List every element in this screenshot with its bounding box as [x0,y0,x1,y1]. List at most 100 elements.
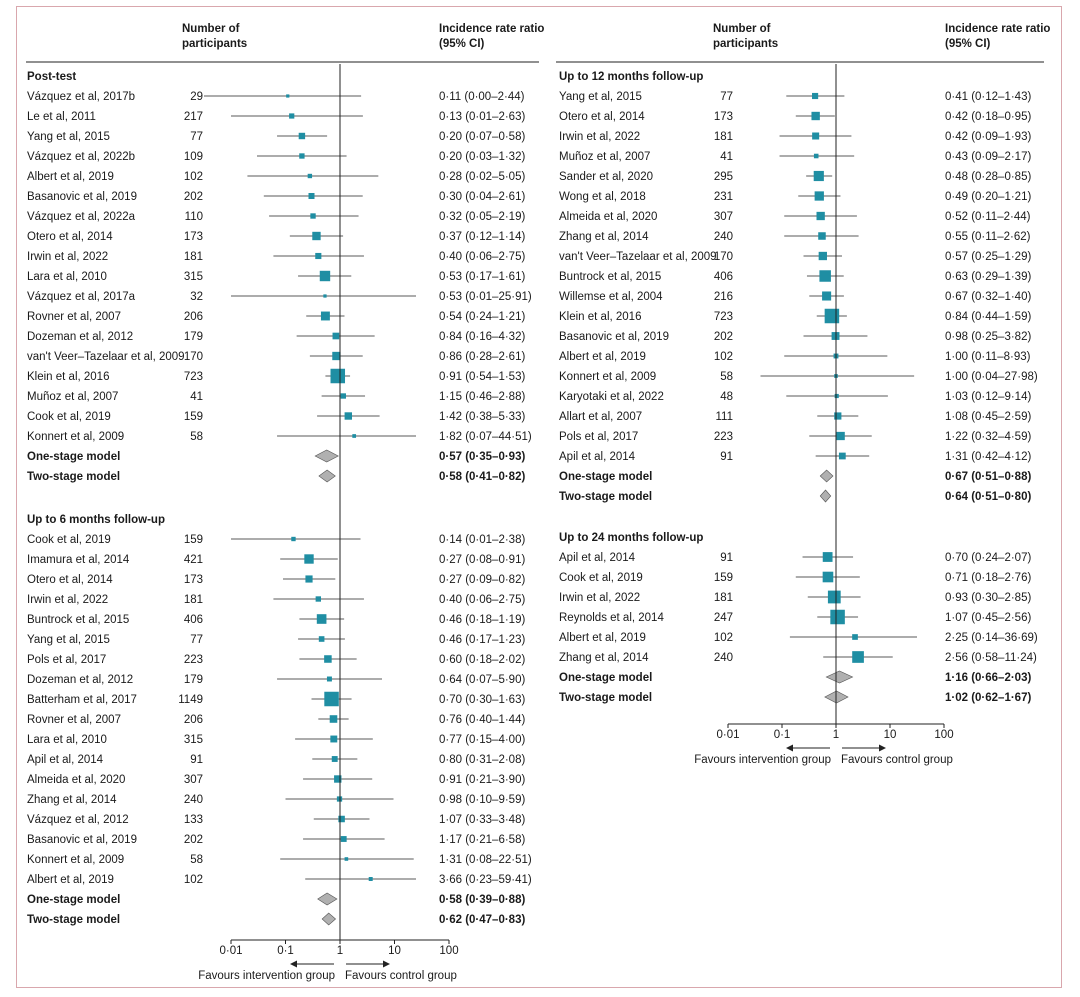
section-title: Up to 6 months follow-up [27,514,165,526]
study-irr-label: 0·27 (0·08–0·91) [439,554,525,566]
study-point-box [813,170,824,182]
study-participants: 723 [714,311,733,323]
study-name: Vázquez et al, 2022a [27,211,136,223]
favours-control-label: Favours control group [841,754,953,766]
study-participants: 179 [184,674,203,686]
pooled-irr-label: 0·58 (0·39–0·88) [439,894,525,906]
study-participants: 111 [716,411,733,423]
pooled-irr-label: 1·16 (0·66–2·03) [945,672,1031,684]
study-participants: 58 [190,854,203,866]
study-point-box [323,294,327,298]
study-irr-label: 0·98 (0·10–9·59) [439,794,525,806]
study-irr-label: 0·71 (0·18–2·76) [945,572,1031,584]
study-name: Apil et al, 2014 [559,451,636,463]
header-participants-line2: participants [713,38,778,50]
favours-intervention-label: Favours intervention group [694,754,831,766]
study-participants: 91 [190,754,203,766]
x-tick-label: 10 [388,945,401,957]
favours-right-arrowhead [879,744,886,752]
study-name: Albert et al, 2019 [27,171,114,183]
study-irr-label: 0·77 (0·15–4·00) [439,734,525,746]
study-name: Otero et al, 2014 [27,574,113,586]
study-irr-label: 0·46 (0·18–1·19) [439,614,525,626]
study-point-box [838,452,846,460]
study-irr-label: 0·42 (0·09–1·93) [945,131,1031,143]
study-point-box [319,270,331,282]
study-name: Pols et al, 2017 [559,431,638,443]
study-name: Klein et al, 2016 [27,371,109,383]
study-participants: 723 [184,371,203,383]
study-name: Lara et al, 2010 [27,734,107,746]
study-irr-label: 1·15 (0·46–2·88) [439,391,525,403]
study-point-box [827,590,841,604]
study-name: Vázquez et al, 2012 [27,814,129,826]
study-point-box [308,193,315,199]
study-participants: 173 [714,111,733,123]
study-irr-label: 0·70 (0·24–2·07) [945,552,1031,564]
study-name: Irwin et al, 2022 [27,594,108,606]
study-point-box [305,575,313,583]
section-title: Up to 12 months follow-up [559,71,703,83]
study-irr-label: 0·28 (0·02–5·05) [439,171,525,183]
study-name: Imamura et al, 2014 [27,554,130,566]
study-irr-label: 1·22 (0·32–4·59) [945,431,1031,443]
study-irr-label: 0·42 (0·18–0·95) [945,111,1031,123]
study-irr-label: 0·98 (0·25–3·82) [945,331,1031,343]
study-name: Zhang et al, 2014 [559,231,649,243]
study-name: Sander et al, 2020 [559,171,653,183]
study-name: Muñoz et al, 2007 [559,151,650,163]
study-participants: 173 [184,574,203,586]
study-participants: 307 [714,211,733,223]
study-point-box [822,571,834,583]
study-participants: 179 [184,331,203,343]
study-irr-label: 1·08 (0·45–2·59) [945,411,1031,423]
study-irr-label: 0·55 (0·11–2·62) [945,231,1031,243]
study-point-box [312,231,321,241]
study-name: Otero et al, 2014 [27,231,113,243]
study-name: Albert et al, 2019 [559,351,646,363]
study-point-box [340,836,347,842]
study-point-box [824,308,840,324]
study-participants: 102 [714,351,733,363]
study-participants: 91 [720,451,733,463]
pooled-diamond [819,489,832,503]
pooled-irr-label: 0·67 (0·51–0·88) [945,471,1031,483]
study-point-box [289,113,295,119]
study-irr-label: 0·84 (0·16–4·32) [439,331,525,343]
study-name: Basanovic et al, 2019 [559,331,669,343]
x-tick-label: 0·1 [277,945,294,957]
study-irr-label: 0·64 (0·07–5·90) [439,674,525,686]
study-participants: 159 [184,411,203,423]
study-irr-label: 1·07 (0·45–2·56) [945,612,1031,624]
study-point-box [329,715,338,723]
study-name: van't Veer–Tazelaar et al, 2009 [27,351,185,363]
pooled-irr-label: 1·02 (0·62–1·67) [945,692,1031,704]
study-participants: 202 [184,834,203,846]
study-name: Yang et al, 2015 [27,634,110,646]
study-name: Konnert et al, 2009 [27,854,124,866]
study-name: Yang et al, 2015 [559,91,642,103]
study-irr-label: 1·07 (0·33–3·48) [439,814,525,826]
study-point-box [332,351,341,361]
study-participants: 170 [184,351,203,363]
study-point-box [812,132,820,140]
study-name: Rovner et al, 2007 [27,311,121,323]
pooled-name: Two-stage model [559,692,652,704]
study-point-box [291,536,296,542]
study-irr-label: 0·37 (0·12–1·14) [439,231,525,243]
study-name: van't Veer–Tazelaar et al, 2009 [559,251,717,263]
study-point-box [304,554,314,564]
study-participants: 29 [190,91,203,103]
study-participants: 1149 [178,694,203,706]
study-participants: 295 [714,171,733,183]
study-point-box [834,393,839,399]
pooled-irr-label: 0·64 (0·51–0·80) [945,491,1031,503]
header-participants-line2: participants [182,38,247,50]
study-irr-label: 0·14 (0·01–2·38) [439,534,525,546]
study-irr-label: 1·00 (0·04–27·98) [945,371,1038,383]
study-irr-label: 0·13 (0·01–2·63) [439,111,525,123]
study-irr-label: 1·42 (0·38–5·33) [439,411,525,423]
study-point-box [326,676,332,682]
study-irr-label: 0·49 (0·20–1·21) [945,191,1031,203]
study-name: Muñoz et al, 2007 [27,391,118,403]
